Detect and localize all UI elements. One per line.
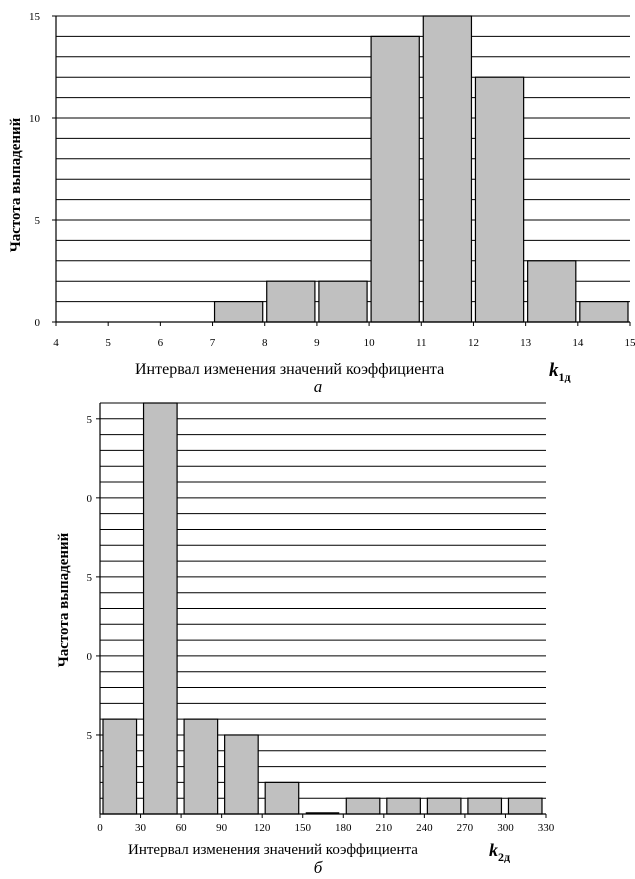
chart-a-bar-6 <box>527 260 577 323</box>
chart-a-axes <box>55 16 630 323</box>
chart-a-bar-7 <box>579 301 629 323</box>
chart-b-x-tick-0: 0 <box>97 822 103 834</box>
chart-b-bar-3 <box>224 734 259 815</box>
chart-a-x-axis-label: Интервал изменения значений коэффициента <box>135 361 444 378</box>
chart-b-bar-6 <box>345 797 381 815</box>
chart-b-x-ticks: 0 30 60 90 120 150 180 210 240 270 300 330 <box>97 814 555 834</box>
chart-b-y-tick-2: 5 <box>87 572 93 584</box>
chart-a-y-ticks: 0 5 10 15 <box>29 11 56 329</box>
chart-b-y-tick-0: 5 <box>87 730 93 742</box>
chart-b-axes <box>99 403 546 815</box>
chart-b-x-tick-9: 270 <box>457 822 474 834</box>
chart-b-x-tick-4: 120 <box>254 822 271 834</box>
chart-b-bars <box>102 402 543 815</box>
chart-a-symbol-subscript: 1д <box>559 370 571 384</box>
chart-b-symbol-k: k <box>489 840 498 860</box>
chart-a-bars <box>213 15 629 323</box>
chart-b-x-tick-7: 210 <box>376 822 393 834</box>
chart-b-bar-8 <box>426 797 462 815</box>
chart-b-bar-7 <box>386 797 421 815</box>
chart-a: 0 5 10 15 4 5 6 7 8 9 10 11 12 13 14 15 Частота выпаде… <box>8 11 635 396</box>
chart-b-bar-0 <box>102 718 138 815</box>
chart-a-x-tick-5: 9 <box>314 337 320 349</box>
chart-a-x-tick-9: 13 <box>520 337 532 349</box>
chart-a-grid <box>56 15 630 303</box>
chart-b: 5 0 5 0 5 0 30 60 90 120 150 180 210 240 270 300 330 Ча… <box>56 402 555 877</box>
chart-a-bar-2 <box>318 280 368 323</box>
chart-b-symbol-subscript: 2д <box>498 850 510 864</box>
chart-a-x-tick-11: 15 <box>625 337 635 349</box>
chart-b-bar-4 <box>264 781 300 815</box>
chart-b-x-tick-1: 30 <box>135 822 147 834</box>
chart-b-x-axis-label: Интервал изменения значений коэффициента <box>128 842 418 858</box>
chart-a-x-tick-4: 8 <box>262 337 268 349</box>
chart-a-symbol-k: k <box>549 360 559 381</box>
chart-a-y-tick-3: 15 <box>29 11 41 23</box>
chart-a-x-ticks: 4 5 6 7 8 9 10 11 12 13 14 15 <box>53 322 635 349</box>
chart-b-x-tick-2: 60 <box>176 822 188 834</box>
chart-b-x-tick-11: 330 <box>538 822 555 834</box>
chart-a-x-tick-10: 14 <box>572 337 584 349</box>
chart-b-y-tick-4: 5 <box>87 414 93 426</box>
chart-b-y-tick-1: 0 <box>87 651 93 663</box>
chart-a-bar-5 <box>474 76 525 323</box>
chart-b-y-tick-3: 0 <box>87 493 93 505</box>
chart-a-bar-1 <box>266 280 316 323</box>
chart-a-x-tick-7: 11 <box>416 337 427 349</box>
chart-b-x-tick-3: 90 <box>216 822 228 834</box>
chart-b-x-tick-10: 300 <box>497 822 514 834</box>
chart-a-x-tick-8: 12 <box>468 337 479 349</box>
chart-a-x-tick-2: 6 <box>158 337 164 349</box>
chart-a-y-tick-1: 5 <box>35 215 41 227</box>
chart-b-y-ticks: 5 0 5 0 5 <box>87 414 100 742</box>
chart-b-x-tick-8: 240 <box>416 822 433 834</box>
chart-b-bar-2 <box>183 718 219 815</box>
chart-b-x-tick-5: 150 <box>294 822 311 834</box>
chart-a-x-axis-symbol: k1д <box>549 360 571 384</box>
chart-a-x-tick-1: 5 <box>105 337 111 349</box>
chart-b-x-axis-symbol: k2д <box>489 840 510 864</box>
chart-b-panel-label: б <box>314 858 323 877</box>
chart-b-bar-1 <box>142 402 178 815</box>
chart-b-bar-10 <box>507 797 543 815</box>
chart-a-bar-4 <box>422 15 473 323</box>
chart-b-y-axis-label: Частота выпадений <box>56 532 72 667</box>
chart-a-x-tick-0: 4 <box>53 337 59 349</box>
chart-b-x-tick-6: 180 <box>335 822 352 834</box>
chart-a-x-tick-3: 7 <box>210 337 216 349</box>
chart-a-panel-label: а <box>314 377 323 396</box>
chart-a-bar-3 <box>370 35 420 323</box>
chart-b-bar-9 <box>467 797 503 815</box>
chart-a-y-tick-2: 10 <box>29 113 41 125</box>
chart-a-y-tick-0: 0 <box>35 317 41 329</box>
chart-a-bar-0 <box>213 301 264 323</box>
chart-a-y-axis-label: Частота выпадений <box>8 117 24 252</box>
chart-a-x-tick-6: 10 <box>364 337 376 349</box>
